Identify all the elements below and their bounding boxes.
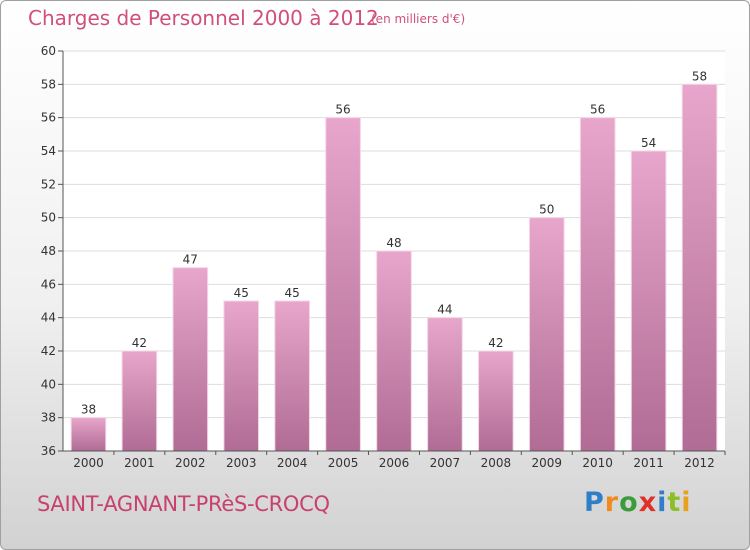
value-label: 45: [234, 286, 249, 300]
value-label: 38: [81, 403, 96, 417]
logo-letter: x: [638, 487, 658, 518]
y-tick-label: 54: [41, 144, 56, 158]
x-tick-label: 2010: [582, 456, 613, 470]
bar: [172, 267, 209, 452]
bar: [325, 117, 361, 452]
x-tick-label: 2001: [124, 456, 155, 470]
value-label: 42: [488, 336, 503, 350]
x-tick-label: 2012: [684, 456, 715, 470]
value-labels: 38 42 47 45 45 56 48 44 42 50 56 54 58: [81, 69, 707, 416]
y-tick-label: 36: [41, 444, 56, 458]
y-tick-label: 60: [41, 44, 56, 58]
logo-letter: r: [604, 487, 620, 518]
bar: [528, 217, 565, 452]
bar: [274, 300, 310, 452]
value-label: 47: [183, 253, 198, 267]
value-label: 48: [386, 236, 401, 250]
x-tick-label: 2002: [175, 456, 206, 470]
value-label: 44: [437, 303, 452, 317]
y-tick-label: 52: [41, 177, 56, 191]
x-tick-label: 2004: [277, 456, 308, 470]
bar: [121, 350, 158, 452]
bar: [630, 150, 667, 452]
y-axis-ticks: 36 38 40 42 44 46 48 50 52 54 56 58 60: [41, 44, 63, 458]
y-tick-label: 38: [41, 411, 56, 425]
bar: [223, 300, 260, 452]
y-tick-label: 48: [41, 244, 56, 258]
x-tick-label: 2000: [73, 456, 104, 470]
x-tick-label: 2011: [633, 456, 664, 470]
logo-letter: o: [619, 487, 639, 518]
x-tick-label: 2008: [481, 456, 512, 470]
bar: [681, 83, 718, 452]
bars: [70, 83, 718, 452]
logo-letter: P: [584, 487, 605, 518]
value-label: 42: [132, 336, 147, 350]
bar: [579, 117, 616, 452]
y-tick-label: 58: [41, 77, 56, 91]
bar: [478, 350, 514, 452]
y-tick-label: 42: [41, 344, 56, 358]
value-label: 56: [590, 103, 605, 117]
x-tick-label: 2005: [328, 456, 359, 470]
bar: [427, 317, 463, 452]
proxiti-logo[interactable]: Proxiti: [584, 487, 692, 518]
y-tick-label: 50: [41, 211, 56, 225]
y-tick-label: 44: [41, 311, 56, 325]
value-label: 58: [692, 69, 707, 83]
y-tick-label: 46: [41, 277, 56, 291]
value-label: 45: [285, 286, 300, 300]
x-tick-label: 2009: [531, 456, 562, 470]
town-name: SAINT-AGNANT-PRèS-CROCQ: [37, 492, 330, 516]
chart-subtitle: (en milliers d'€): [371, 12, 466, 26]
logo-letter: t: [667, 487, 682, 518]
value-label: 56: [335, 103, 350, 117]
logo-letter: i: [681, 487, 692, 518]
chart-title: Charges de Personnel 2000 à 2012: [28, 6, 379, 30]
bar: [376, 250, 412, 452]
y-tick-label: 56: [41, 111, 56, 125]
x-axis-ticks: 2000 2001 2002 2003 2004 2005 2006 2007 2008 2009…: [73, 451, 726, 470]
bar: [70, 417, 107, 452]
x-tick-label: 2003: [226, 456, 257, 470]
value-label: 54: [641, 136, 656, 150]
y-tick-label: 40: [41, 377, 56, 391]
value-label: 50: [539, 203, 554, 217]
x-tick-label: 2006: [379, 456, 410, 470]
x-tick-label: 2007: [430, 456, 461, 470]
logo-letter: i: [657, 487, 668, 518]
